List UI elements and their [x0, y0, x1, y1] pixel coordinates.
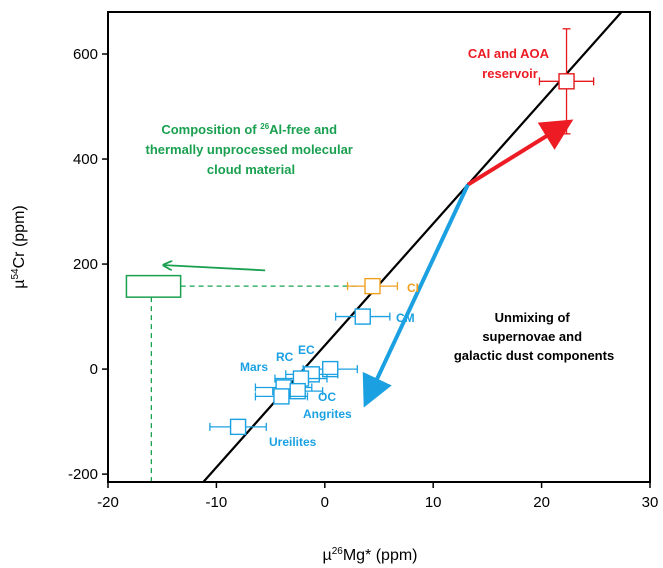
arrow-cyan	[362, 183, 470, 408]
x-axis-ticks: -20 -10 0 10 20 30	[97, 482, 658, 511]
cm-label: CM	[396, 311, 415, 325]
rc-label: RC	[276, 350, 294, 364]
unmixing-label: Unmixing of supernovae and galactic dust…	[454, 310, 614, 363]
y-tick-label: 0	[90, 361, 98, 378]
x-axis-label: µ26Mg* (ppm)	[322, 546, 417, 564]
x-tick-label: 30	[642, 494, 659, 511]
point-marker	[558, 73, 575, 90]
data-points	[209, 28, 595, 436]
point-marker	[229, 418, 247, 436]
x-tick-label: -10	[206, 494, 228, 511]
y-tick-label: 600	[73, 46, 98, 63]
cai-label: CAI and AOA reservoir	[468, 46, 552, 81]
oc-label: OC	[318, 390, 336, 404]
arrow-red	[466, 119, 574, 187]
molecular-cloud-guides	[125, 274, 358, 482]
arrows	[164, 119, 574, 408]
ec-label: EC	[298, 343, 315, 357]
mars-label: Mars	[240, 360, 268, 374]
angrites-label: Angrites	[303, 407, 352, 421]
point-marker	[322, 360, 339, 378]
plot-frame	[107, 11, 651, 483]
y-tick-label: -200	[68, 466, 98, 483]
point-marker	[364, 277, 381, 295]
point-marker	[273, 388, 290, 405]
y-axis-label: µ54Cr (ppm)	[10, 205, 28, 288]
x-tick-label: 10	[425, 494, 442, 511]
arrow-green	[164, 265, 266, 272]
y-tick-label: 400	[73, 151, 98, 168]
x-tick-label: 20	[533, 494, 550, 511]
data-point	[538, 28, 595, 135]
point-marker	[289, 382, 306, 400]
data-point	[346, 277, 399, 295]
composition-label: Composition of 26Al-free and thermally u…	[146, 122, 357, 177]
y-axis-ticks: -200 0 200 400 600	[68, 46, 108, 483]
x-tick-label: -20	[97, 494, 119, 511]
x-tick-label: 0	[321, 494, 329, 511]
y-tick-label: 200	[73, 256, 98, 273]
regression-line	[201, 12, 623, 482]
data-point	[209, 418, 267, 436]
ci-label: CI	[407, 281, 419, 295]
plot-area	[125, 12, 623, 482]
data-point	[254, 388, 309, 405]
ureilites-label: Ureilites	[269, 435, 317, 449]
point-marker	[354, 308, 371, 325]
data-point	[334, 308, 391, 325]
molecular-cloud-box	[125, 274, 182, 298]
